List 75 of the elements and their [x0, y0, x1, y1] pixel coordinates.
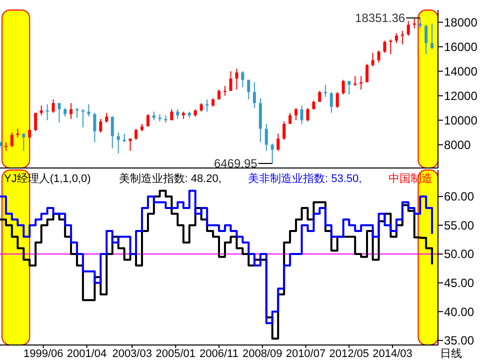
candlestick — [10, 132, 14, 148]
x-tick-label: 2012/05 — [329, 348, 370, 360]
y-tick-label: 14000 — [444, 64, 478, 78]
candlestick — [330, 92, 333, 114]
candlestick — [52, 98, 55, 114]
y-tick-label: 10000 — [444, 113, 478, 128]
candlestick — [93, 112, 96, 143]
y-tick-label: 16000 — [444, 40, 478, 54]
candlestick — [247, 79, 250, 100]
candlestick — [110, 116, 114, 149]
x-tick-label: 2008/09 — [242, 348, 282, 360]
candlestick — [105, 112, 108, 124]
y-tick-label: 8000 — [444, 138, 472, 152]
series-label: 美制造业指数: 48.20, — [118, 172, 222, 185]
y-tick-label: 18000 — [444, 15, 478, 30]
candlestick — [377, 50, 380, 64]
candlestick — [218, 89, 220, 100]
candlestick — [383, 40, 386, 54]
annotation: 6469.95 — [214, 156, 258, 171]
candlestick — [176, 108, 180, 120]
candlestick — [342, 79, 345, 96]
candlestick — [288, 112, 292, 124]
candlestick — [70, 102, 73, 120]
candlestick — [276, 133, 280, 152]
candlestick — [318, 90, 322, 102]
candlestick — [252, 82, 256, 108]
candlestick — [264, 123, 268, 152]
x-tick-label: 2003/03 — [112, 348, 152, 360]
x-tick-label: 2005/01 — [156, 348, 196, 360]
x-tick-label: 1999/06 — [23, 348, 64, 360]
candlestick — [241, 70, 244, 88]
candlestick — [389, 38, 392, 55]
candlestick — [294, 107, 298, 121]
x-tick-label: 2006/11 — [200, 348, 238, 360]
candlestick — [306, 107, 310, 122]
candlestick — [146, 114, 150, 127]
x-tick-label: 2010/07 — [286, 348, 326, 360]
y-tick-label: 40.00 — [444, 304, 474, 319]
candlestick — [229, 70, 232, 92]
candlestick — [223, 85, 226, 96]
candlestick — [128, 138, 132, 152]
y-tick-label: 35.00 — [444, 334, 474, 348]
y-tick-label: 50.00 — [444, 247, 474, 262]
text: 美非制造业指数: 53.50, — [248, 172, 362, 185]
candlestick — [430, 22, 434, 50]
y-tick-label: 12000 — [444, 88, 478, 103]
candlestick — [336, 92, 339, 108]
candlestick — [270, 143, 274, 164]
annotation: 18351.36 — [355, 11, 406, 26]
candlestick — [87, 104, 90, 118]
candlestick — [348, 80, 351, 96]
candlestick — [418, 17, 422, 29]
candlestick — [22, 133, 26, 152]
text: 日线 — [440, 347, 462, 360]
y-tick-label: 45.00 — [444, 276, 474, 290]
x-tick-label: 2001/04 — [66, 348, 107, 360]
candlestick — [394, 32, 398, 44]
y-tick-label: 60.00 — [444, 190, 474, 204]
candlestick — [134, 128, 138, 140]
y-tick-label: 55.00 — [444, 218, 474, 232]
candlestick — [58, 102, 61, 124]
candlestick — [34, 112, 38, 132]
candlestick — [424, 24, 428, 55]
candlestick — [324, 84, 327, 98]
candlestick — [366, 63, 369, 83]
candlestick — [300, 105, 304, 124]
candlestick — [75, 107, 78, 118]
candlestick — [40, 105, 43, 116]
candlestick — [235, 68, 238, 90]
candlestick — [99, 118, 102, 133]
candlestick — [371, 52, 374, 67]
x-tick-label: 2014/03 — [372, 348, 412, 360]
candlestick — [406, 20, 410, 36]
candlestick — [116, 132, 120, 154]
candlestick — [282, 120, 286, 140]
